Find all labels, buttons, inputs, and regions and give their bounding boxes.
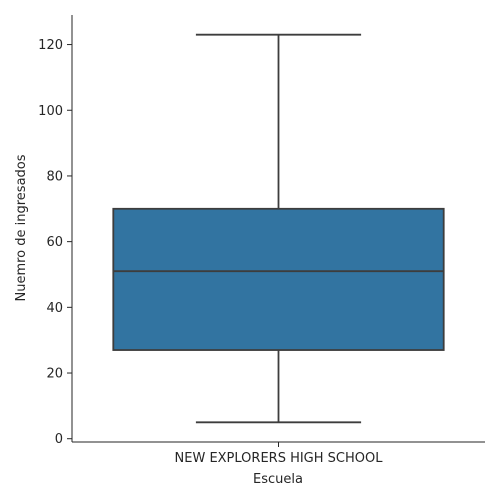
y-tick-label: 40 (46, 301, 63, 316)
x-axis-ticks: NEW EXPLORERS HIGH SCHOOL (175, 442, 384, 466)
y-axis-title: Nuemro de ingresados (14, 154, 29, 301)
y-tick-label: 100 (38, 104, 63, 119)
y-tick-label: 20 (46, 367, 63, 382)
y-axis-ticks: 0 20 40 60 80 100 120 (38, 38, 72, 447)
box-iqr (112, 207, 445, 351)
plot-area (112, 33, 445, 424)
y-tick-label: 0 (55, 432, 63, 447)
x-tick-label: NEW EXPLORERS HIGH SCHOOL (175, 451, 384, 466)
y-tick-label: 120 (38, 38, 63, 53)
y-tick-label: 80 (46, 169, 63, 184)
x-axis-title: Escuela (253, 472, 303, 487)
y-tick-label: 60 (46, 235, 63, 250)
